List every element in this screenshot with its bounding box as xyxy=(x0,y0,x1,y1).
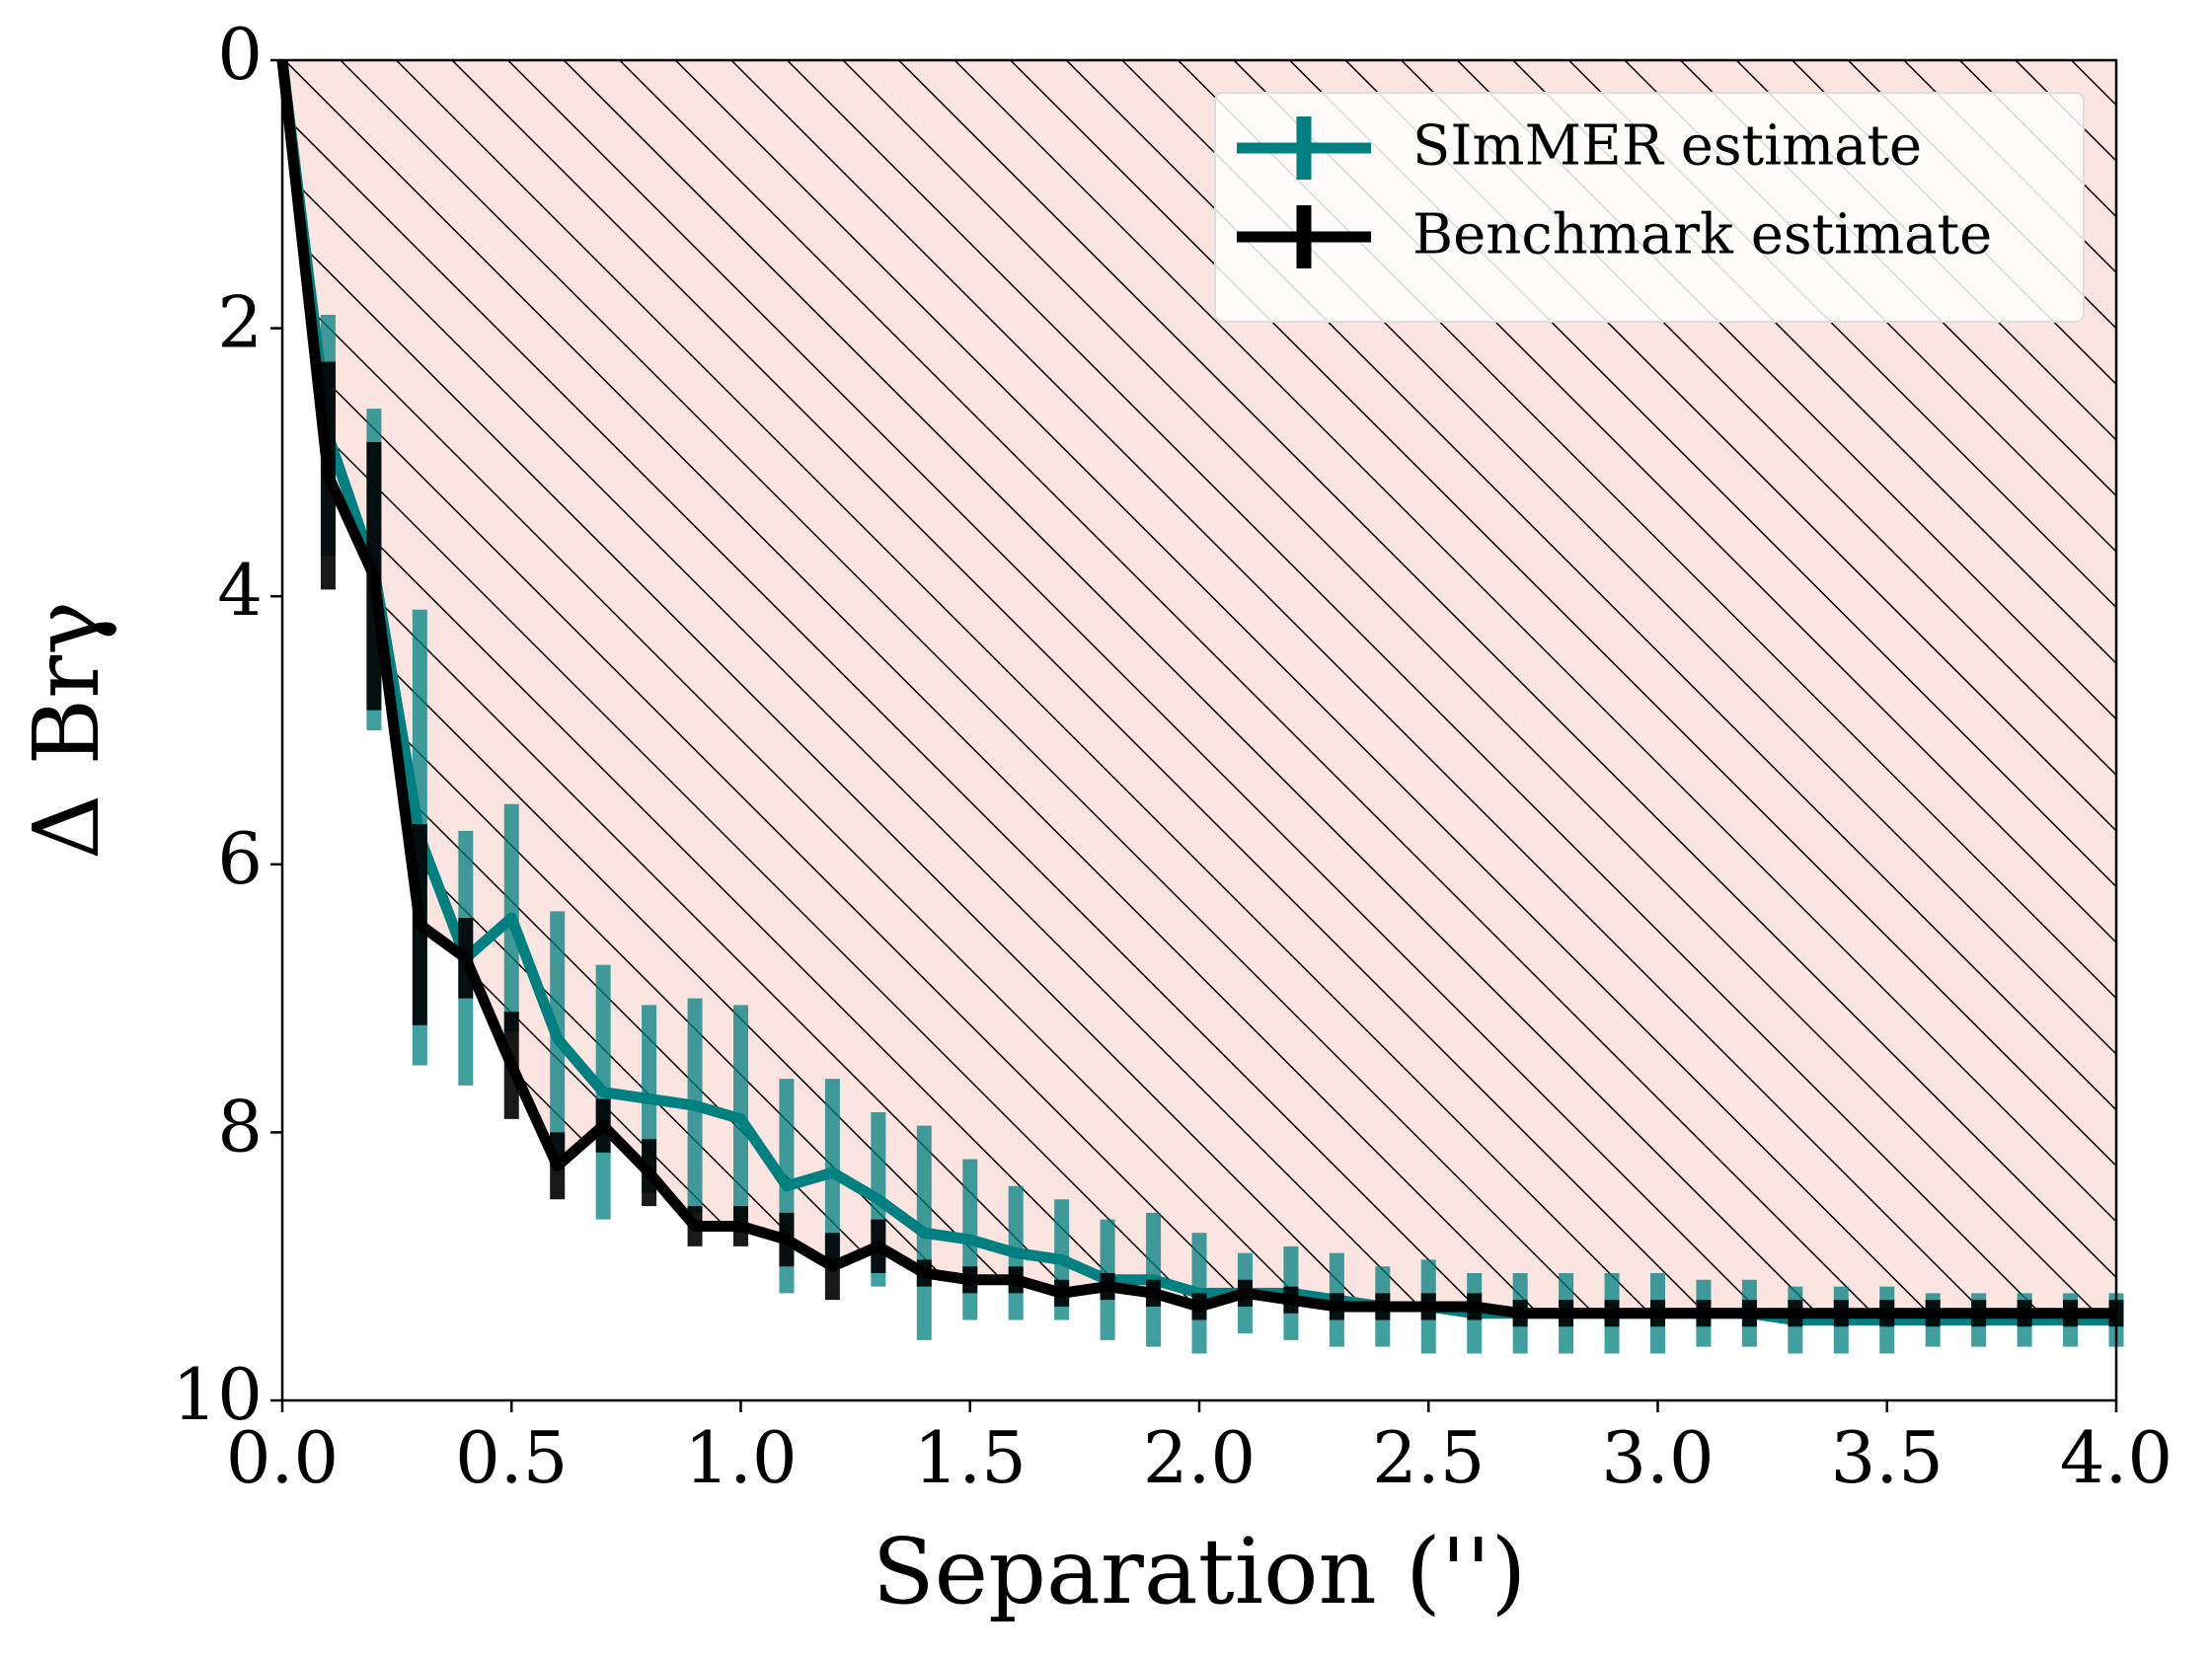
legend-label: Benchmark estimate xyxy=(1412,203,1992,267)
x-tick-label: 1.5 xyxy=(913,1416,1027,1499)
x-tick-label: 0.5 xyxy=(455,1416,569,1499)
y-axis-label: Δ Brγ xyxy=(14,601,119,860)
y-tick-label: 2 xyxy=(217,281,263,364)
excluded-hatch xyxy=(282,60,2116,1314)
x-tick-label: 3.5 xyxy=(1830,1416,1944,1499)
series-line xyxy=(276,59,2116,1319)
legend-label: SImMER estimate xyxy=(1412,114,1922,179)
legend-box xyxy=(1214,92,2085,323)
y-tick-label: 8 xyxy=(217,1085,263,1168)
y-tick-label: 4 xyxy=(217,549,263,632)
x-tick-label: 4.0 xyxy=(2060,1416,2174,1499)
x-tick-label: 3.0 xyxy=(1601,1416,1715,1499)
x-tick-label: 2.5 xyxy=(1372,1416,1486,1499)
x-tick-label: 2.0 xyxy=(1143,1416,1257,1499)
x-tick-label: 0.0 xyxy=(226,1416,340,1499)
y-tick-label: 10 xyxy=(172,1353,263,1436)
y-tick-label: 0 xyxy=(217,13,263,96)
x-tick-label: 1.0 xyxy=(684,1416,798,1499)
x-axis-label: Separation ('') xyxy=(873,1519,1527,1624)
y-tick-label: 6 xyxy=(217,817,263,900)
